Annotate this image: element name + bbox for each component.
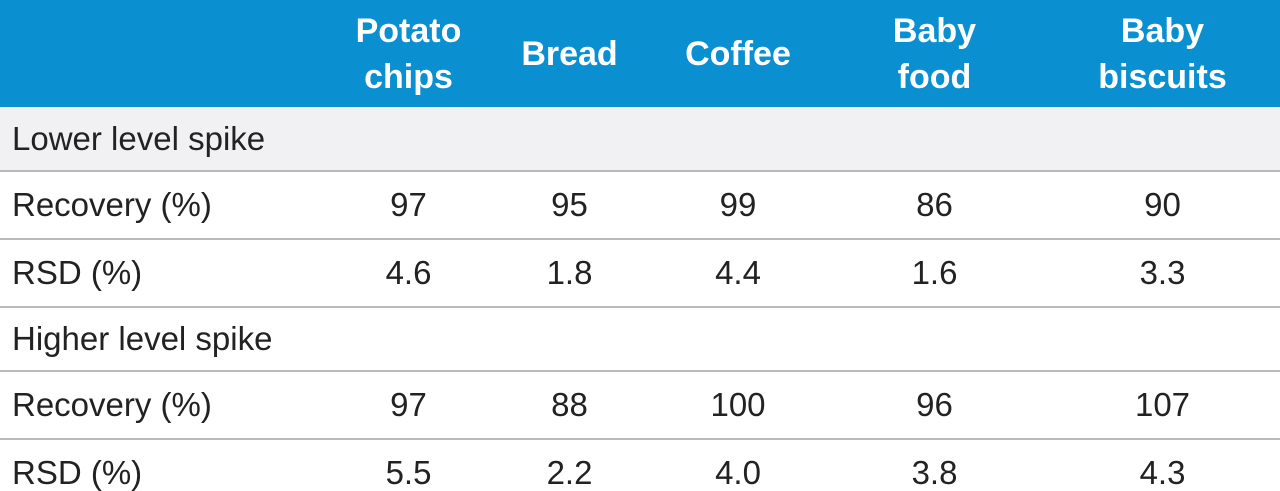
table-cell: 4.4: [652, 239, 824, 308]
row-label: RSD (%): [0, 239, 330, 308]
column-header-line: Baby: [892, 11, 977, 50]
table-cell: 99: [652, 171, 824, 240]
table-cell: 97: [330, 371, 487, 440]
table-header: Potato chips Bread Coffee Baby food Baby…: [0, 0, 1280, 107]
table-cell: 3.3: [1045, 239, 1280, 308]
row-label: RSD (%): [0, 439, 330, 491]
column-header-potato-chips: Potato chips: [330, 0, 487, 107]
column-header-line: chips: [364, 57, 453, 96]
section-title: Lower level spike: [0, 107, 1280, 172]
section-row-higher: Higher level spike: [0, 307, 1280, 372]
table-cell: 2.2: [487, 439, 652, 491]
column-header-bread: Bread: [487, 0, 652, 107]
table-cell: 4.3: [1045, 439, 1280, 491]
section-row-lower: Lower level spike: [0, 107, 1280, 172]
table-row: Recovery (%) 97 88 100 96 107: [0, 371, 1280, 440]
table-cell: 107: [1045, 371, 1280, 440]
column-header-baby-food: Baby food: [824, 0, 1045, 107]
table-cell: 95: [487, 171, 652, 240]
column-header-coffee: Coffee: [652, 0, 824, 107]
table-cell: 5.5: [330, 439, 487, 491]
column-header-line: Baby: [1120, 11, 1205, 50]
table-body: Lower level spike Recovery (%) 97 95 99 …: [0, 107, 1280, 491]
table-cell: 100: [652, 371, 824, 440]
table-cell: 3.8: [824, 439, 1045, 491]
table-cell: 97: [330, 171, 487, 240]
row-label: Recovery (%): [0, 171, 330, 240]
table-cell: 90: [1045, 171, 1280, 240]
row-label: Recovery (%): [0, 371, 330, 440]
column-header-line: food: [897, 57, 972, 96]
header-row: Potato chips Bread Coffee Baby food Baby…: [0, 0, 1280, 107]
header-corner: [0, 0, 330, 107]
column-header-line: biscuits: [1098, 57, 1227, 96]
section-title: Higher level spike: [0, 307, 1280, 372]
table-cell: 1.6: [824, 239, 1045, 308]
table-row: RSD (%) 5.5 2.2 4.0 3.8 4.3: [0, 439, 1280, 491]
column-header-line: Potato: [355, 11, 462, 50]
table-cell: 4.6: [330, 239, 487, 308]
table-cell: 86: [824, 171, 1045, 240]
column-header-line: Bread: [521, 34, 618, 73]
table-row: RSD (%) 4.6 1.8 4.4 1.6 3.3: [0, 239, 1280, 308]
column-header-line: Coffee: [685, 34, 791, 73]
column-header-baby-biscuits: Baby biscuits: [1045, 0, 1280, 107]
table-cell: 4.0: [652, 439, 824, 491]
table-cell: 88: [487, 371, 652, 440]
table-cell: 1.8: [487, 239, 652, 308]
table-cell: 96: [824, 371, 1045, 440]
table-row: Recovery (%) 97 95 99 86 90: [0, 171, 1280, 240]
